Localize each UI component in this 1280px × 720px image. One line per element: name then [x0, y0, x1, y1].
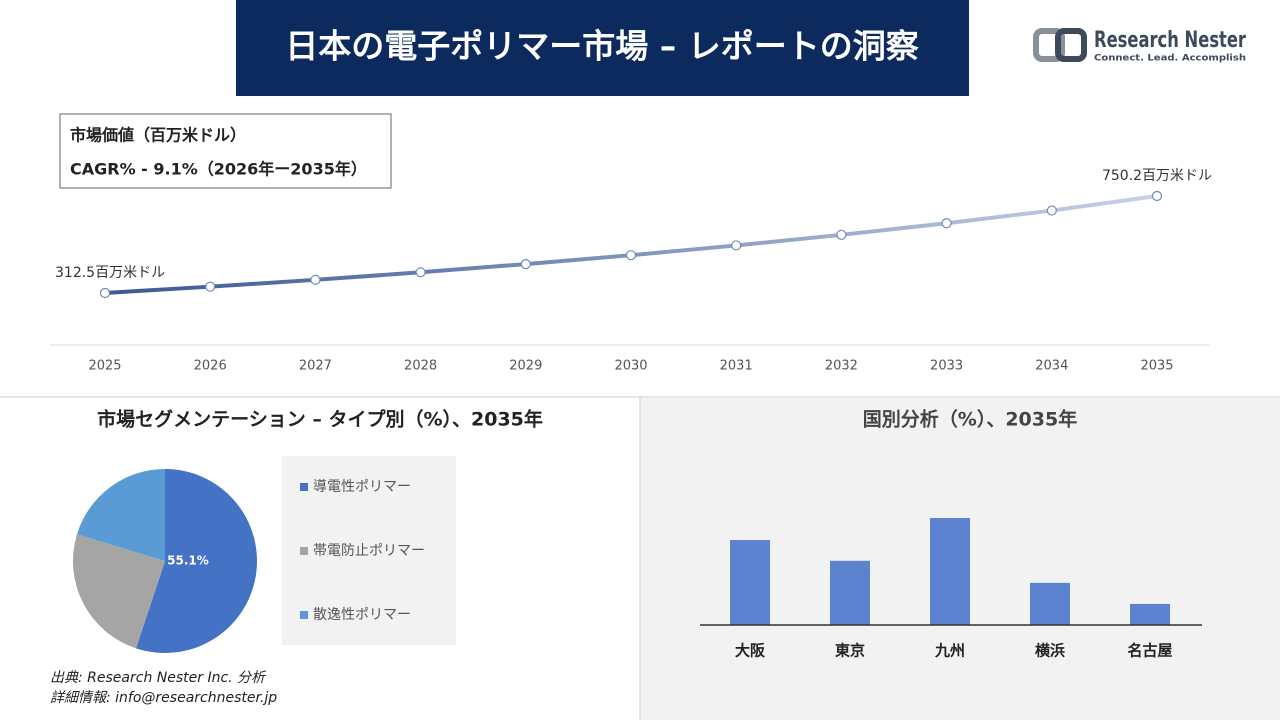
- x-tick-label: 2031: [720, 359, 753, 374]
- pie-slice: [72, 534, 165, 649]
- x-tick-label: 2034: [1035, 359, 1068, 374]
- legend-swatch: [300, 547, 308, 555]
- point: [520, 259, 531, 270]
- data-label: 55.1%: [167, 554, 209, 568]
- contact: 詳細情報: info@researchnester.jp: [50, 690, 277, 706]
- bar: [730, 540, 770, 625]
- point: [731, 240, 742, 251]
- info-text: 市場価値（百万米ドル）: [70, 126, 246, 145]
- bar: [1130, 603, 1170, 625]
- point: [415, 267, 426, 278]
- legend-swatch: [300, 483, 308, 491]
- x-tick-label: 2026: [194, 359, 227, 374]
- data-label: 750.2百万米ドル: [1102, 168, 1212, 184]
- x-tick-label: 2032: [825, 359, 858, 374]
- chart-title: 市場セグメンテーション – タイプ別（%）、2035年: [97, 408, 543, 431]
- legend-label: 導電性ポリマー: [313, 479, 411, 495]
- source: 出典: Research Nester Inc. 分析: [50, 670, 267, 686]
- bar: [1030, 582, 1070, 625]
- x-tick-label: 2029: [509, 359, 542, 374]
- page-title: 日本の電子ポリマー市場 – レポートの洞察: [285, 27, 918, 66]
- point: [99, 287, 111, 299]
- logo-icon: [1055, 28, 1087, 62]
- x-tick-label: 横浜: [1035, 642, 1065, 660]
- legend-swatch: [300, 611, 308, 619]
- chart-title: 国別分析（%）、2035年: [863, 408, 1077, 431]
- point: [1046, 205, 1057, 216]
- point: [625, 250, 637, 261]
- legend-label: 帯電防止ポリマー: [313, 543, 425, 559]
- x-tick-label: 2028: [404, 359, 437, 374]
- legend-label: 散逸性ポリマー: [313, 607, 411, 623]
- point: [310, 274, 321, 285]
- point: [941, 218, 952, 229]
- logo-tagline: Connect. Lead. Accomplish: [1094, 54, 1246, 64]
- data-label: 312.5百万米ドル: [55, 265, 165, 281]
- info-box: [59, 113, 392, 189]
- pie-slice: [136, 469, 257, 654]
- x-tick-label: 九州: [934, 642, 965, 660]
- logo: Research Nester Connect. Lead. Accomplis…: [1033, 28, 1246, 64]
- x-tick-label: 2030: [614, 359, 647, 374]
- info-text: CAGR% - 9.1%（2026年ー2035年）: [70, 160, 367, 179]
- x-tick-label: 2035: [1140, 359, 1173, 374]
- point: [836, 229, 847, 240]
- line: [104, 194, 1158, 295]
- x-tick-label: 大阪: [735, 642, 766, 660]
- logo-icon: [1033, 28, 1065, 62]
- pie-slice: [76, 469, 165, 561]
- x-tick-label: 東京: [835, 642, 865, 660]
- legend: [282, 456, 456, 645]
- logo-name: Research Nester: [1094, 28, 1246, 53]
- x-tick-label: 名古屋: [1127, 642, 1172, 660]
- x-tick-label: 2033: [930, 359, 963, 374]
- x-tick-label: 2027: [299, 359, 332, 374]
- point: [1151, 190, 1163, 202]
- point: [205, 281, 216, 292]
- x-tick-label: 2025: [88, 359, 121, 374]
- bar: [830, 560, 870, 625]
- title-banner: [236, 0, 969, 96]
- bar: [930, 518, 970, 625]
